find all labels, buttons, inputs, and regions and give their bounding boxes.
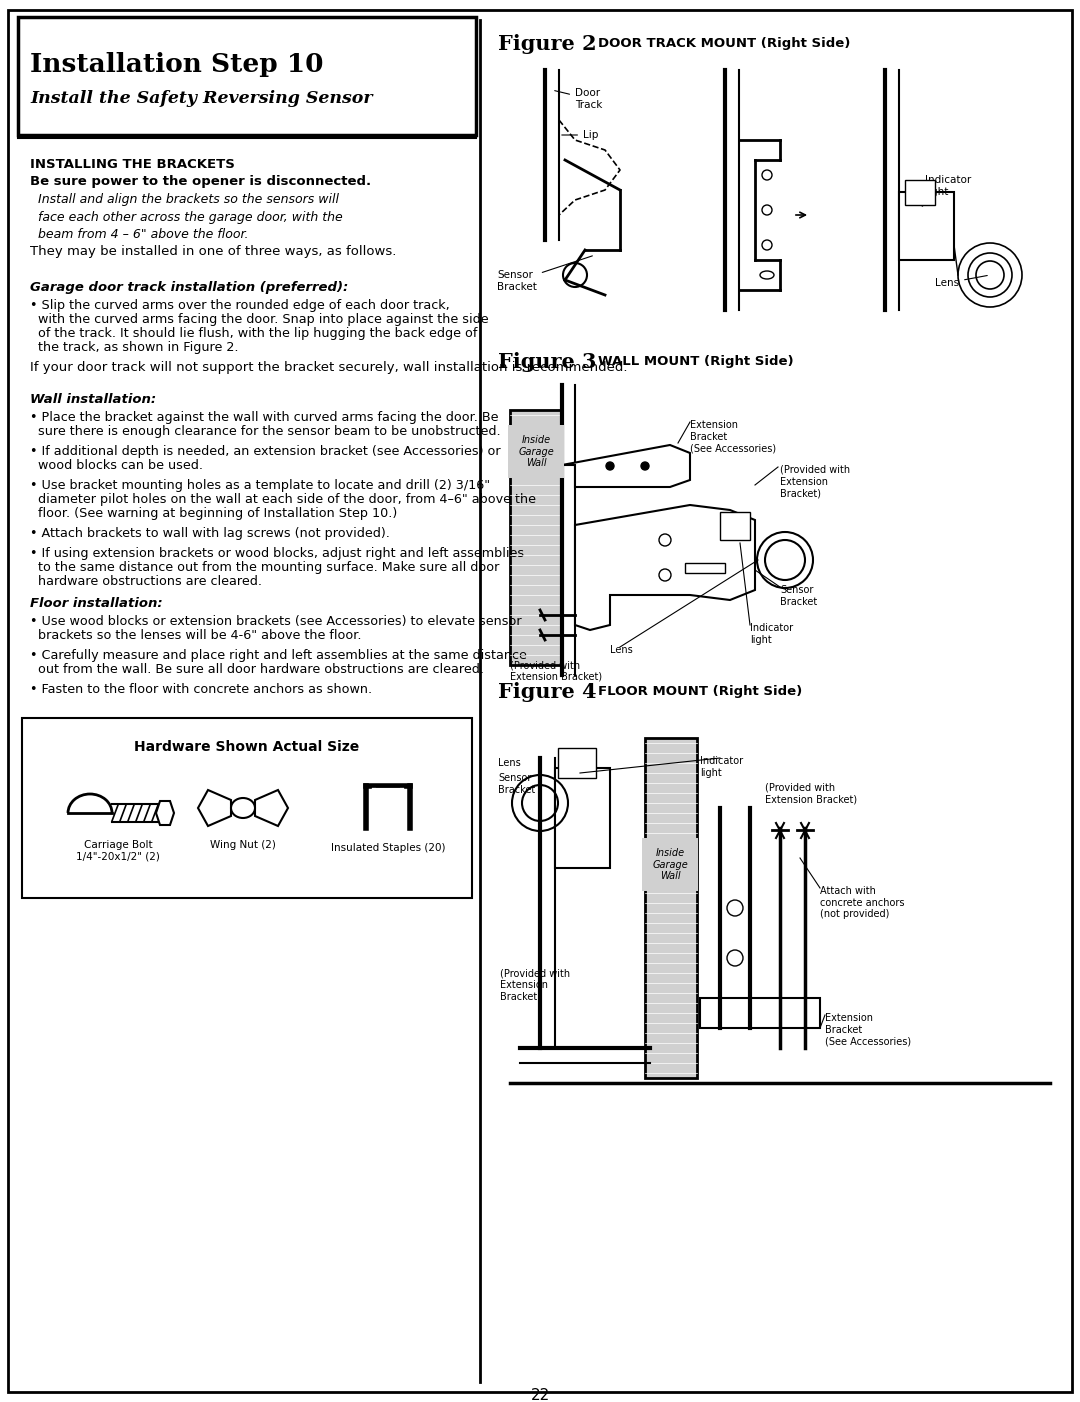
Text: (Provided with
Extension Bracket): (Provided with Extension Bracket) [510, 660, 603, 681]
Polygon shape [575, 505, 755, 629]
Ellipse shape [231, 798, 255, 817]
FancyBboxPatch shape [8, 10, 1072, 1392]
Text: Sensor
Bracket: Sensor Bracket [498, 773, 536, 795]
Text: Inside
Garage
Wall: Inside Garage Wall [652, 848, 688, 882]
Text: Indicator
light: Indicator light [922, 175, 971, 206]
Text: FLOOR MOUNT (Right Side): FLOOR MOUNT (Right Side) [598, 686, 802, 698]
Text: INSTALLING THE BRACKETS: INSTALLING THE BRACKETS [30, 158, 234, 171]
FancyBboxPatch shape [899, 192, 954, 259]
Text: • Use wood blocks or extension brackets (see Accessories) to elevate sensor: • Use wood blocks or extension brackets … [30, 615, 522, 628]
FancyBboxPatch shape [555, 768, 610, 868]
Text: Attach with
concrete anchors
(not provided): Attach with concrete anchors (not provid… [820, 886, 905, 920]
Text: Install and align the brackets so the sensors will
face each other across the ga: Install and align the brackets so the se… [38, 193, 342, 241]
Text: Carriage Bolt
1/4"-20x1/2" (2): Carriage Bolt 1/4"-20x1/2" (2) [76, 840, 160, 862]
FancyBboxPatch shape [510, 409, 562, 665]
Text: (Provided with
Extension
Bracket): (Provided with Extension Bracket) [780, 465, 850, 498]
Text: to the same distance out from the mounting surface. Make sure all door: to the same distance out from the mounti… [30, 561, 499, 573]
Polygon shape [562, 444, 690, 486]
Text: Lens: Lens [498, 758, 521, 768]
Text: Lens: Lens [935, 276, 987, 287]
Text: of the track. It should lie flush, with the lip hugging the back edge of: of the track. It should lie flush, with … [30, 327, 477, 341]
Text: Wall installation:: Wall installation: [30, 393, 157, 407]
Circle shape [606, 463, 615, 470]
Text: • Attach brackets to wall with lag screws (not provided).: • Attach brackets to wall with lag screw… [30, 527, 390, 540]
Text: brackets so the lenses will be 4-6" above the floor.: brackets so the lenses will be 4-6" abov… [30, 629, 362, 642]
Text: WALL MOUNT (Right Side): WALL MOUNT (Right Side) [598, 355, 794, 367]
Text: Figure 2: Figure 2 [498, 34, 596, 55]
Text: • Use bracket mounting holes as a template to locate and drill (2) 3/16": • Use bracket mounting holes as a templa… [30, 479, 490, 492]
Text: Extension
Bracket
(See Accessories): Extension Bracket (See Accessories) [690, 421, 777, 453]
Text: They may be installed in one of three ways, as follows.: They may be installed in one of three wa… [30, 245, 396, 258]
FancyBboxPatch shape [18, 17, 476, 135]
FancyBboxPatch shape [645, 737, 697, 1078]
Text: Insulated Staples (20): Insulated Staples (20) [330, 843, 445, 852]
Text: sure there is enough clearance for the sensor beam to be unobstructed.: sure there is enough clearance for the s… [30, 425, 501, 437]
Polygon shape [198, 789, 231, 826]
Text: with the curved arms facing the door. Snap into place against the side: with the curved arms facing the door. Sn… [30, 313, 488, 327]
FancyBboxPatch shape [558, 749, 596, 778]
Text: • Place the bracket against the wall with curved arms facing the door. Be: • Place the bracket against the wall wit… [30, 411, 499, 423]
Text: Lip: Lip [562, 130, 598, 140]
Text: Wing Nut (2): Wing Nut (2) [211, 840, 275, 850]
FancyBboxPatch shape [685, 564, 725, 573]
Text: Door
Track: Door Track [555, 88, 603, 109]
Circle shape [642, 463, 649, 470]
Text: Sensor
Bracket: Sensor Bracket [497, 257, 592, 292]
Polygon shape [156, 801, 174, 824]
Text: DOOR TRACK MOUNT (Right Side): DOOR TRACK MOUNT (Right Side) [598, 36, 850, 50]
FancyBboxPatch shape [720, 512, 750, 540]
FancyBboxPatch shape [22, 718, 472, 899]
Text: Garage door track installation (preferred):: Garage door track installation (preferre… [30, 280, 348, 294]
Text: Sensor
Bracket: Sensor Bracket [780, 585, 818, 607]
Text: hardware obstructions are cleared.: hardware obstructions are cleared. [30, 575, 262, 587]
Text: Figure 3: Figure 3 [498, 352, 596, 372]
Text: the track, as shown in Figure 2.: the track, as shown in Figure 2. [30, 341, 239, 353]
Text: 22: 22 [530, 1388, 550, 1402]
Text: floor. (See warning at beginning of Installation Step 10.): floor. (See warning at beginning of Inst… [30, 508, 397, 520]
Text: (Provided with
Extension Bracket): (Provided with Extension Bracket) [765, 782, 858, 805]
Text: Install the Safety Reversing Sensor: Install the Safety Reversing Sensor [30, 90, 373, 107]
Text: Installation Step 10: Installation Step 10 [30, 52, 324, 77]
Text: out from the wall. Be sure all door hardware obstructions are cleared.: out from the wall. Be sure all door hard… [30, 663, 484, 676]
Text: Hardware Shown Actual Size: Hardware Shown Actual Size [134, 740, 360, 754]
Text: If your door track will not support the bracket securely, wall installation is r: If your door track will not support the … [30, 360, 627, 374]
Polygon shape [255, 789, 288, 826]
FancyBboxPatch shape [905, 179, 935, 205]
Text: • If additional depth is needed, an extension bracket (see Accessories) or: • If additional depth is needed, an exte… [30, 444, 501, 458]
FancyBboxPatch shape [700, 998, 820, 1028]
Text: Extension
Bracket
(See Accessories): Extension Bracket (See Accessories) [825, 1014, 912, 1046]
Text: Be sure power to the opener is disconnected.: Be sure power to the opener is disconnec… [30, 175, 372, 188]
Text: Figure 4: Figure 4 [498, 681, 596, 702]
Text: Inside
Garage
Wall: Inside Garage Wall [518, 435, 554, 468]
Text: • Carefully measure and place right and left assemblies at the same distance: • Carefully measure and place right and … [30, 649, 527, 662]
Text: diameter pilot holes on the wall at each side of the door, from 4–6" above the: diameter pilot holes on the wall at each… [30, 494, 536, 506]
Text: Indicator
light: Indicator light [750, 622, 793, 645]
Text: (Provided with
Extension
Bracket): (Provided with Extension Bracket) [500, 967, 570, 1001]
Text: wood blocks can be used.: wood blocks can be used. [30, 458, 203, 472]
Text: • Fasten to the floor with concrete anchors as shown.: • Fasten to the floor with concrete anch… [30, 683, 373, 695]
Text: Floor installation:: Floor installation: [30, 597, 163, 610]
Text: Indicator
light: Indicator light [700, 756, 743, 778]
Text: Lens: Lens [610, 645, 633, 655]
Text: • Slip the curved arms over the rounded edge of each door track,: • Slip the curved arms over the rounded … [30, 299, 449, 313]
Text: • If using extension brackets or wood blocks, adjust right and left assemblies: • If using extension brackets or wood bl… [30, 547, 524, 559]
